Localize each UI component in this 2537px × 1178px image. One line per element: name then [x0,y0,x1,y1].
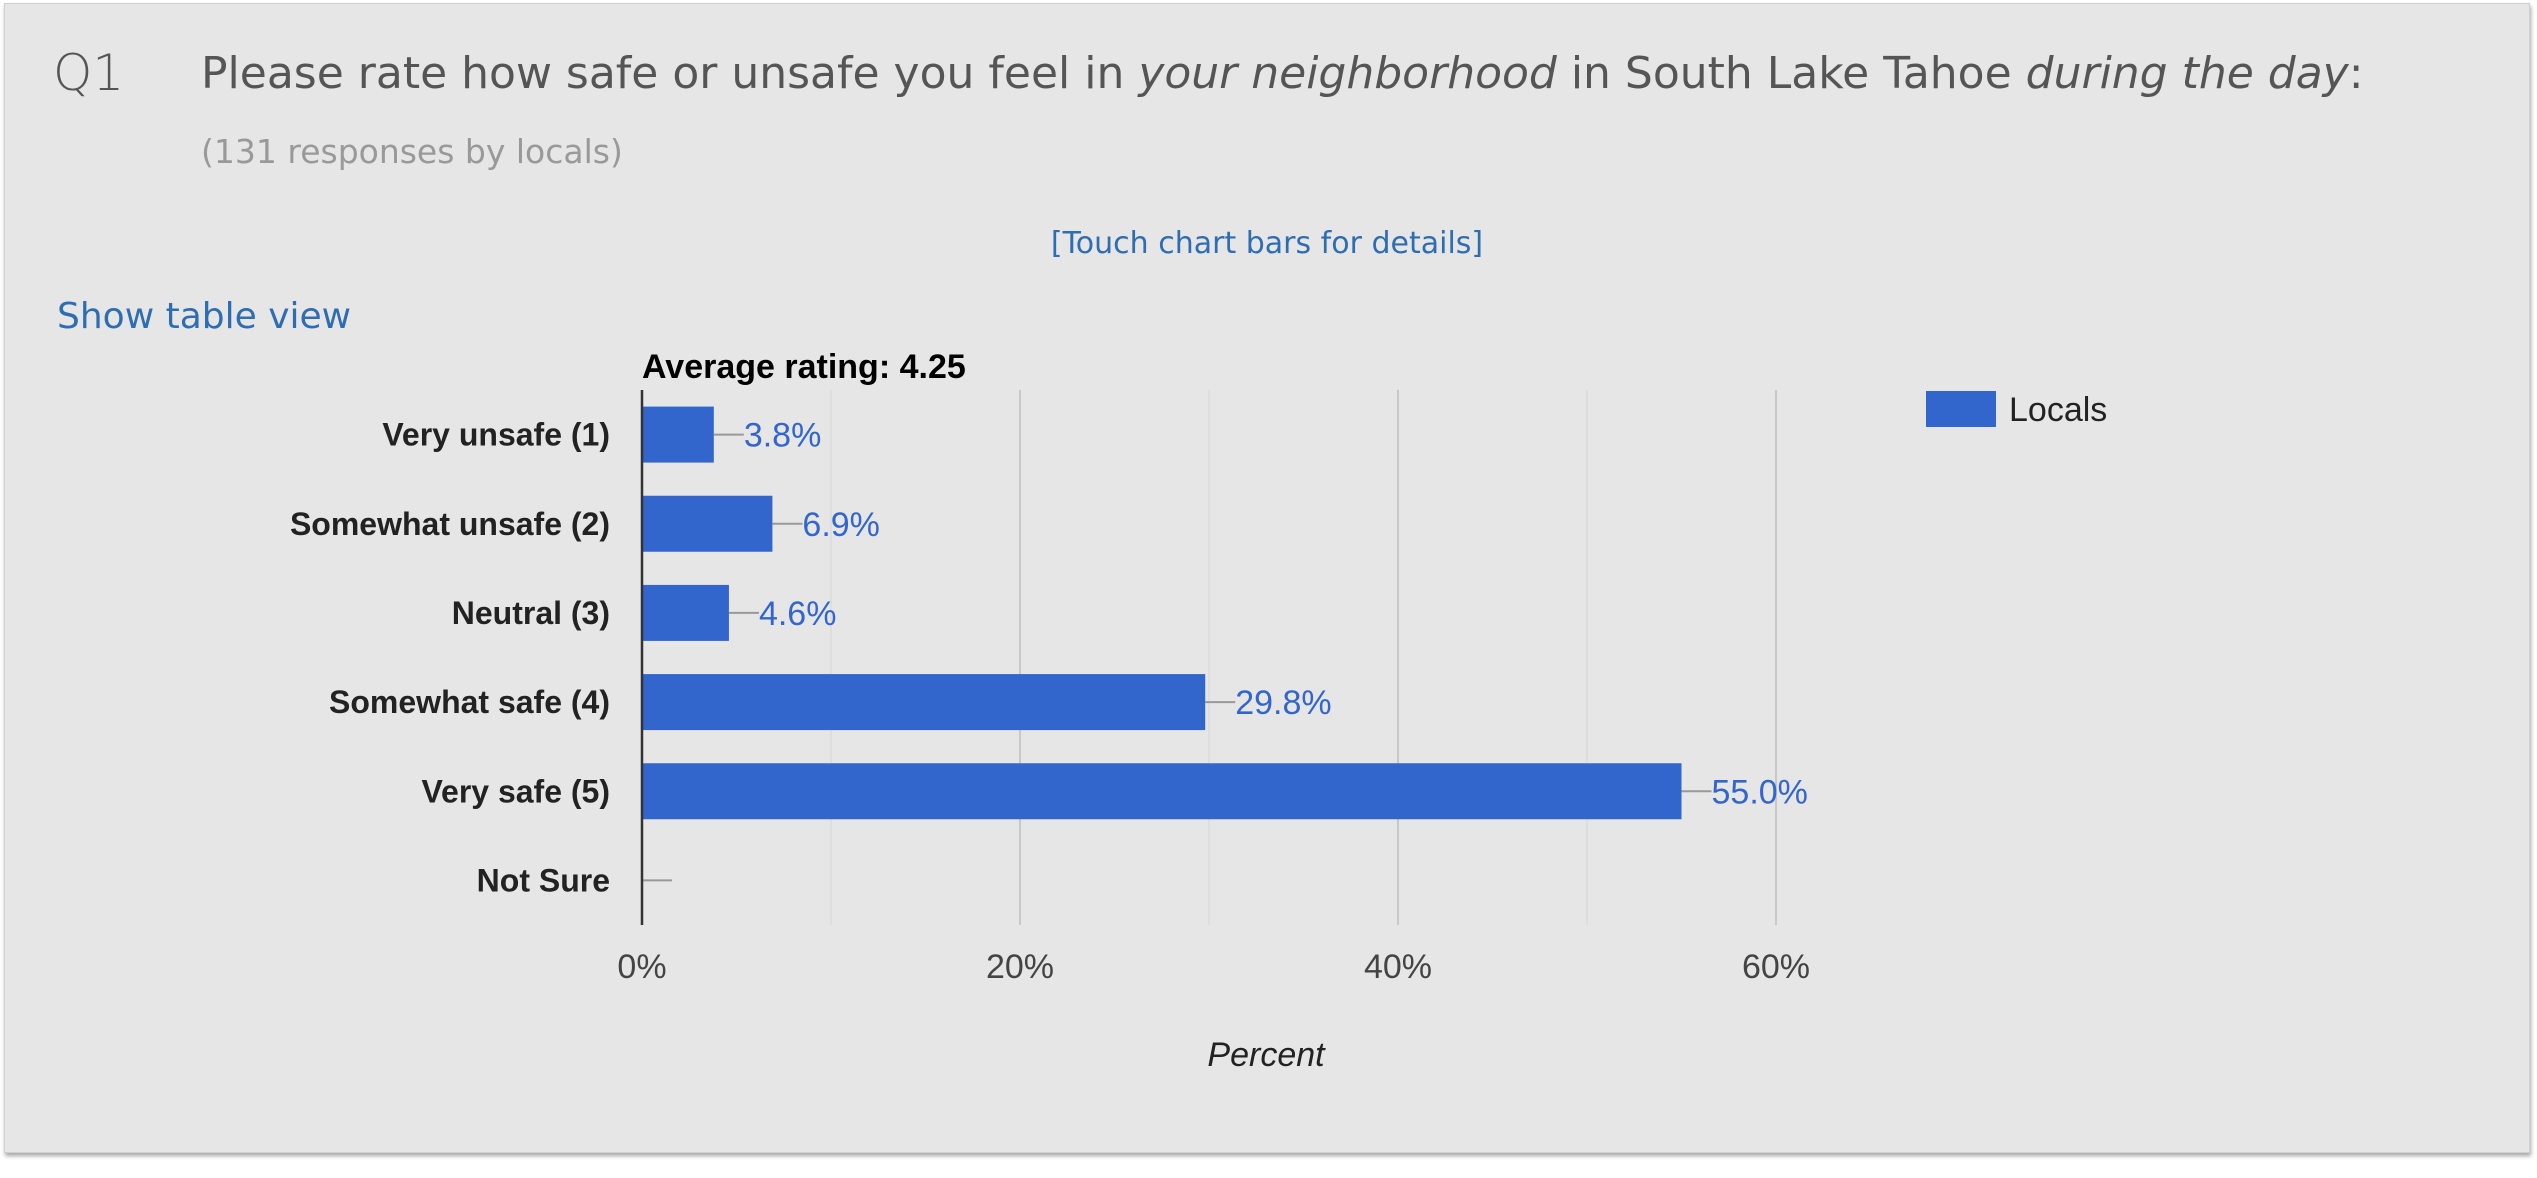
bar[interactable] [642,584,729,641]
question-text-part1: Please rate how safe or unsafe you feel … [201,48,1139,99]
legend-swatch [1926,391,1996,427]
bar[interactable] [642,674,1206,731]
data-label: 29.8% [1235,684,1331,722]
show-table-view-link[interactable]: Show table view [57,296,352,337]
data-label: 3.8% [744,417,822,455]
legend-label: Locals [2009,391,2107,429]
x-axis-title: Percent [1207,1036,1326,1074]
category-label: Not Sure [477,862,610,898]
bar[interactable] [642,406,714,463]
category-label: Somewhat unsafe (2) [290,506,610,542]
question-number: Q1 [53,44,125,102]
response-count: (131 responses by locals) [201,132,623,171]
average-rating-label: Average rating: 4.25 [642,348,966,386]
x-tick-label: 0% [617,948,666,986]
x-tick-label: 20% [986,948,1054,986]
question-text-part3: : [2348,48,2364,99]
question-text: Please rate how safe or unsafe you feel … [201,48,2501,99]
data-label: 55.0% [1712,773,1808,811]
data-label: 6.9% [802,506,880,544]
category-label: Very safe (5) [421,773,610,809]
category-label: Somewhat safe (4) [329,684,610,720]
touch-hint: [Touch chart bars for details] [1050,226,1484,261]
question-card: Q1 Please rate how safe or unsafe you fe… [4,3,2530,1153]
category-label: Neutral (3) [452,595,610,631]
bar[interactable] [642,495,773,552]
category-label: Very unsafe (1) [382,417,610,453]
data-label: 4.6% [759,595,837,633]
question-text-part2: in South Lake Tahoe [1556,48,2026,99]
question-text-emphasis-day: during the day [2025,48,2349,99]
question-text-emphasis-neighborhood: your neighborhood [1138,48,1557,99]
bar[interactable] [642,763,1682,820]
x-tick-label: 60% [1742,948,1810,986]
x-tick-label: 40% [1364,948,1432,986]
